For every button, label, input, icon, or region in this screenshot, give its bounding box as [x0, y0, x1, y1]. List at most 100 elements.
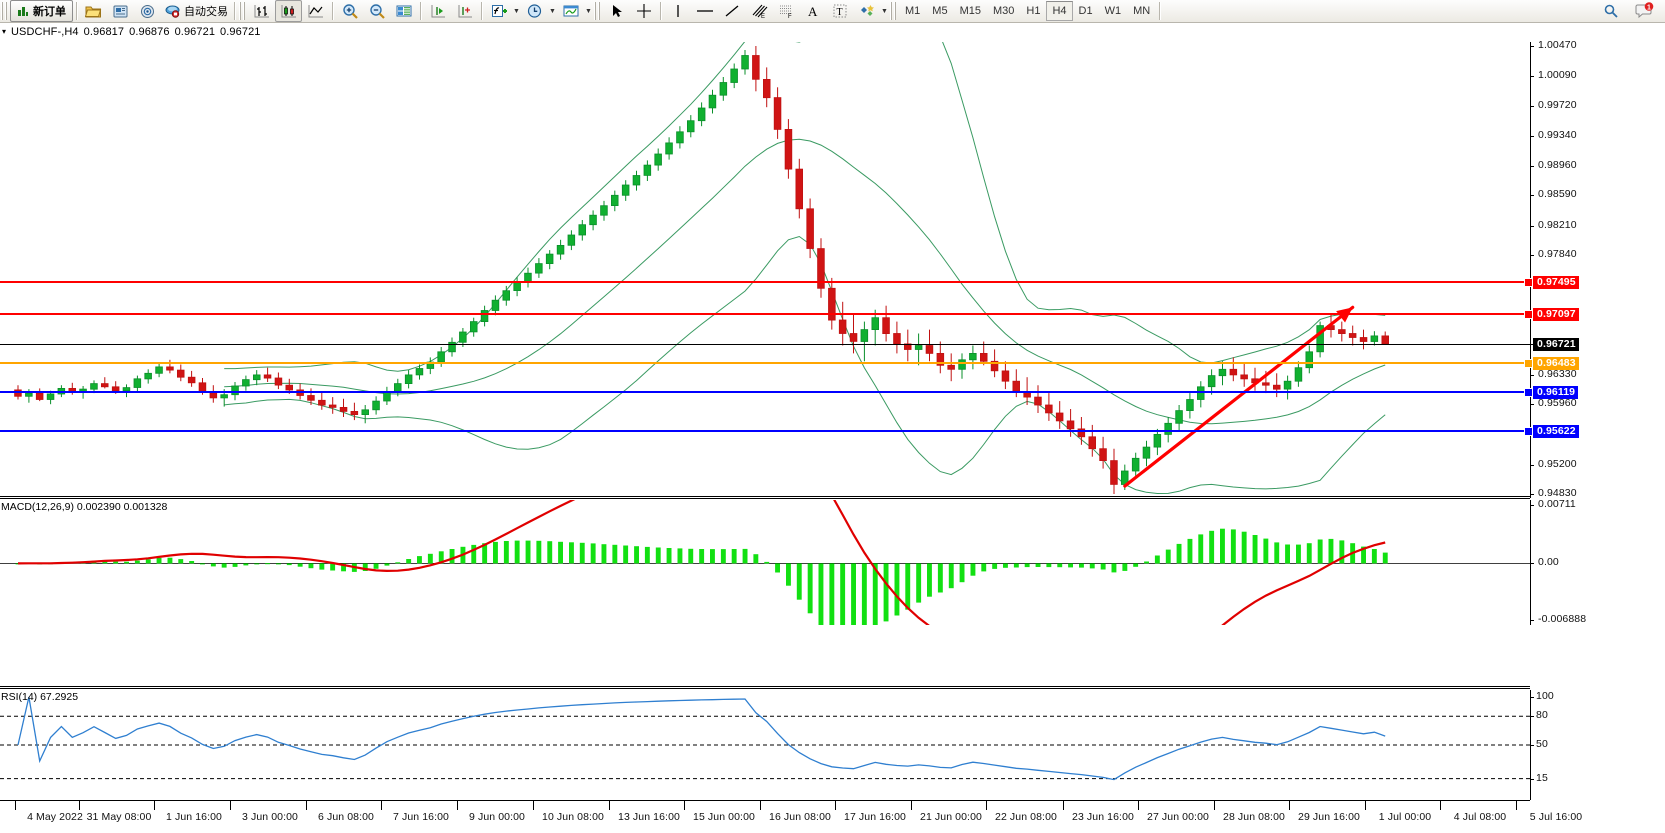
main-toolbar: 新订单 [0, 0, 1665, 23]
timeframe-h4[interactable]: H4 [1046, 1, 1073, 21]
toolbar-grip-3[interactable] [594, 2, 601, 20]
timeframe-m30[interactable]: M30 [992, 5, 1015, 17]
alerts-button[interactable]: 1 [1631, 0, 1658, 22]
shift-end-button[interactable] [424, 0, 451, 22]
macd-histogram-bar [1176, 543, 1182, 564]
candle-body [1370, 335, 1379, 342]
candlestick-chart-button[interactable] [275, 0, 302, 22]
toolbar-grip-4[interactable] [890, 2, 897, 20]
vertical-line-button[interactable] [664, 0, 691, 22]
candle-body [480, 310, 489, 323]
candle-body [1359, 337, 1368, 342]
macd-histogram-bar [1317, 539, 1323, 564]
news-button[interactable] [107, 0, 134, 22]
macd-histogram-bar [514, 540, 520, 564]
time-axis-label: 6 Jun 08:00 [318, 811, 374, 823]
price-axis[interactable]: 1.00470 1.00090 0.99720 0.99340 0.98960 0.985… [1530, 39, 1665, 499]
candle-body [1131, 457, 1140, 472]
toolbar-grip[interactable] [1, 2, 8, 20]
uptrend-arrow[interactable] [1123, 305, 1355, 488]
macd-histogram-bar [1252, 535, 1258, 564]
candle-body [1164, 422, 1172, 435]
rsi-axis[interactable]: 100 80 50 15 [1530, 690, 1665, 800]
macd-histogram-bar [623, 545, 629, 564]
alert-badge-count: 1 [1647, 4, 1651, 11]
candle-body [611, 194, 619, 207]
timeframe-m1[interactable]: M1 [905, 5, 921, 17]
bar-chart-button[interactable] [248, 0, 275, 22]
horizontal-line-button[interactable] [691, 0, 718, 22]
macd-histogram-bar [655, 547, 661, 564]
time-axis-tick [1365, 801, 1366, 810]
zoom-in-button[interactable] [336, 0, 363, 22]
macd-histogram-bar [1024, 563, 1030, 568]
zoom-out-button[interactable] [363, 0, 390, 22]
text-button[interactable]: A [799, 0, 826, 22]
macd-histogram-bar [1220, 528, 1225, 564]
shapes-dropdown-arrow[interactable]: ▼ [881, 7, 888, 15]
line-chart-button[interactable] [302, 0, 329, 22]
new-order-button[interactable]: 新订单 [10, 0, 73, 22]
candle-body [1262, 382, 1270, 386]
timeframe-m5[interactable]: M5 [932, 5, 948, 17]
macd-pane[interactable]: 0.00711 0.00 -0.006888 MACD(12,26,9) 0.002… [0, 498, 1665, 625]
candle-body [296, 389, 304, 396]
timeframe-h1[interactable]: H1 [1026, 5, 1041, 17]
macd-histogram-bar [525, 540, 531, 564]
macd-histogram-bar [373, 563, 379, 569]
macd-axis[interactable]: 0.00711 0.00 -0.006888 [1530, 498, 1665, 625]
trendline-button[interactable] [718, 0, 745, 22]
timeframe-w1[interactable]: W1 [1104, 5, 1122, 17]
time-axis-label: 1 Jul 00:00 [1378, 811, 1432, 823]
macd-histogram-bar [178, 559, 184, 564]
macd-histogram-bar [818, 563, 824, 625]
candle-body [25, 392, 33, 397]
shift-end-icon [431, 5, 445, 18]
folder-button[interactable] [80, 0, 107, 22]
candle-body [817, 248, 825, 289]
candle-body [904, 343, 912, 350]
time-axis-tick [684, 801, 685, 810]
auto-scroll-button[interactable] [451, 0, 478, 22]
chart-collapse-icon[interactable]: ▾ [2, 27, 7, 36]
toolbar-grip-2[interactable] [239, 2, 246, 20]
crosshair-button[interactable] [630, 0, 657, 22]
templates-button[interactable] [557, 0, 584, 22]
timeframe-d1[interactable]: D1 [1078, 5, 1093, 17]
time-axis-tick [154, 801, 155, 810]
price-pane[interactable]: 1.00470 1.00090 0.99720 0.99340 0.98960 0.985… [0, 39, 1665, 499]
fibonacci-button[interactable]: F [772, 0, 799, 22]
candle-body [361, 409, 369, 415]
periods-dropdown-arrow[interactable]: ▼ [549, 7, 556, 15]
periods-button[interactable] [521, 0, 548, 22]
candle-body [1012, 380, 1021, 392]
cursor-button[interactable] [603, 0, 630, 22]
timeframe-mn[interactable]: MN [1133, 5, 1151, 17]
signals-button[interactable] [134, 0, 161, 22]
autotrade-button[interactable]: 自动交易 [161, 0, 231, 22]
candle-body [849, 333, 858, 342]
indicators-button[interactable] [485, 0, 512, 22]
macd-histogram-bar [775, 563, 780, 573]
timeframe-m15[interactable]: M15 [959, 5, 981, 17]
time-axis-tick [911, 801, 912, 810]
rsi-pane[interactable]: 100 80 50 15 RSI(14) 67.2925 [0, 690, 1665, 800]
macd-histogram-bar [330, 563, 336, 571]
macd-histogram-bar [612, 544, 618, 564]
macd-histogram-bar [536, 540, 542, 564]
templates-dropdown-arrow[interactable]: ▼ [585, 7, 592, 15]
shapes-button[interactable] [853, 0, 880, 22]
data-window-button[interactable] [390, 0, 417, 22]
macd-histogram-bar [134, 560, 140, 564]
price-axis-tick: 0.98210 [1538, 219, 1577, 231]
equidistant-channel-button[interactable]: E [745, 0, 772, 22]
indicators-dropdown-arrow[interactable]: ▼ [513, 7, 520, 15]
time-axis[interactable]: 4 May 2022 31 May 08:00 1 Jun 16:00 3 Jun 0… [0, 800, 1665, 833]
macd-histogram-bar [1230, 529, 1236, 564]
macd-histogram-bar [840, 563, 846, 625]
candle-body [46, 393, 55, 400]
macd-histogram-bar [569, 542, 574, 564]
macd-histogram-bar [167, 557, 173, 564]
search-button[interactable] [1597, 0, 1624, 22]
label-button[interactable]: T [826, 0, 853, 22]
